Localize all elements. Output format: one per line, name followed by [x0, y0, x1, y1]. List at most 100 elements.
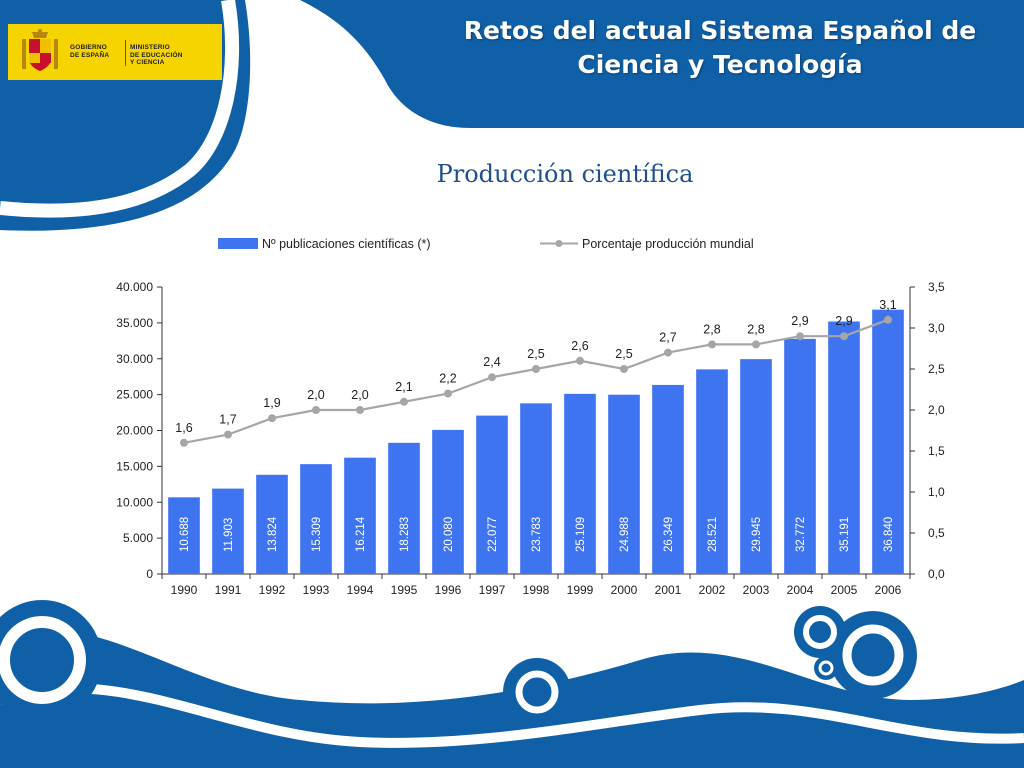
x-tick-label: 1992 [259, 583, 286, 597]
line-value-label: 2,2 [439, 372, 456, 386]
bar [256, 474, 288, 574]
line-value-label: 2,1 [395, 380, 412, 394]
y-left-tick-label: 15.000 [116, 459, 153, 473]
line-point [268, 414, 276, 423]
line-value-label: 2,5 [615, 347, 632, 361]
x-tick-label: 1997 [479, 583, 506, 597]
coat-of-arms-icon [22, 29, 58, 71]
y-left-tick-label: 35.000 [116, 316, 153, 330]
bar-value-label: 15.309 [311, 517, 323, 552]
line-value-label: 2,7 [659, 331, 676, 345]
y-left-tick-label: 25.000 [116, 388, 153, 402]
logo-ministerio-text: MINISTERIO DE EDUCACIÓN Y CIENCIA [130, 44, 183, 66]
x-tick-label: 1996 [435, 583, 462, 597]
bar [784, 338, 816, 574]
y-left-tick-label: 30.000 [116, 352, 153, 366]
bar-value-label: 11.903 [223, 518, 235, 552]
bar-value-label: 26.349 [663, 517, 675, 552]
logo-divider [125, 40, 126, 66]
line-point [400, 397, 408, 406]
legend-bar-label: Nº publicaciones científicas (*) [262, 237, 431, 251]
bar-value-label: 16.214 [355, 516, 367, 552]
x-tick-label: 2003 [743, 583, 770, 597]
y-right-tick-label: 3,0 [928, 321, 945, 335]
bar-value-label: 29.945 [751, 517, 763, 552]
bar-value-label: 22.077 [487, 517, 499, 552]
x-tick-label: 1993 [303, 583, 330, 597]
legend-line-label: Porcentaje producción mundial [582, 237, 754, 251]
line-point [708, 340, 716, 349]
bar [740, 359, 772, 574]
x-tick-label: 1998 [523, 583, 550, 597]
bar [476, 415, 508, 574]
header-left-arc [0, 0, 240, 218]
y-right-tick-label: 2,5 [928, 362, 945, 376]
header-right-band [300, 0, 1024, 128]
line-point [576, 356, 584, 365]
line-value-label: 2,0 [307, 388, 324, 402]
ring-decoration [0, 616, 86, 704]
legend-bar-swatch [218, 238, 258, 249]
y-left-tick-label: 10.000 [116, 495, 153, 509]
line-value-label: 2,8 [703, 322, 720, 336]
ring-decoration [814, 656, 838, 680]
ring-decoration [818, 660, 834, 676]
line-value-label: 3,1 [879, 298, 896, 312]
x-tick-label: 2002 [699, 583, 726, 597]
line-point [356, 406, 364, 414]
y-left-tick-label: 40.000 [116, 280, 153, 294]
line-value-label: 2,8 [747, 322, 764, 336]
line-value-label: 1,7 [219, 413, 236, 427]
bar [212, 488, 244, 574]
bar [696, 369, 728, 574]
x-tick-label: 1999 [567, 583, 594, 597]
line-value-label: 2,9 [791, 314, 808, 328]
bar [828, 321, 860, 574]
y-right-tick-label: 1,0 [928, 485, 945, 499]
bar [652, 384, 684, 574]
y-left-tick-label: 20.000 [116, 424, 153, 438]
bar-value-label: 35.191 [839, 517, 851, 552]
slide-title-line-1: Retos del actual Sistema Español de [463, 16, 977, 45]
ring-decoration [26, 644, 58, 676]
x-tick-label: 2001 [655, 583, 682, 597]
chart-title: Producción científica [436, 160, 694, 188]
x-tick-label: 2006 [875, 583, 902, 597]
ring-decoration [863, 645, 883, 665]
bar-value-label: 32.772 [795, 517, 807, 552]
bar [168, 497, 200, 574]
y-left-tick-label: 0 [146, 567, 153, 581]
line-point [796, 332, 804, 341]
bar-value-label: 20.080 [443, 517, 455, 552]
bar [432, 429, 464, 574]
bar [300, 464, 332, 574]
ring-decoration [842, 624, 904, 686]
y-right-tick-label: 0,5 [928, 526, 945, 540]
line-point [180, 438, 188, 447]
y-right-tick-label: 3,5 [928, 280, 945, 294]
line-value-label: 1,9 [263, 396, 280, 410]
bar-value-label: 36.840 [883, 517, 895, 552]
x-tick-label: 2005 [831, 583, 858, 597]
bar-value-label: 23.783 [531, 517, 543, 552]
bar [344, 457, 376, 574]
line-point [488, 373, 496, 382]
bar-value-label: 24.988 [619, 517, 631, 552]
line-value-label: 2,9 [835, 314, 852, 328]
bar [608, 394, 640, 574]
bar [520, 403, 552, 574]
x-tick-label: 1995 [391, 583, 418, 597]
government-logo: GOBIERNO DE ESPAÑA MINISTERIO DE EDUCACI… [8, 24, 222, 80]
line-point [620, 365, 628, 373]
y-right-tick-label: 0,0 [928, 567, 945, 581]
ring-decoration [515, 670, 559, 714]
line-value-label: 2,6 [571, 339, 588, 353]
slide-title-line-2: Ciencia y Tecnología [577, 50, 863, 79]
ring-decoration [794, 606, 846, 658]
line-point [840, 332, 848, 341]
ring-decoration [803, 615, 837, 649]
line-point [884, 315, 892, 324]
x-tick-label: 1990 [171, 583, 198, 597]
